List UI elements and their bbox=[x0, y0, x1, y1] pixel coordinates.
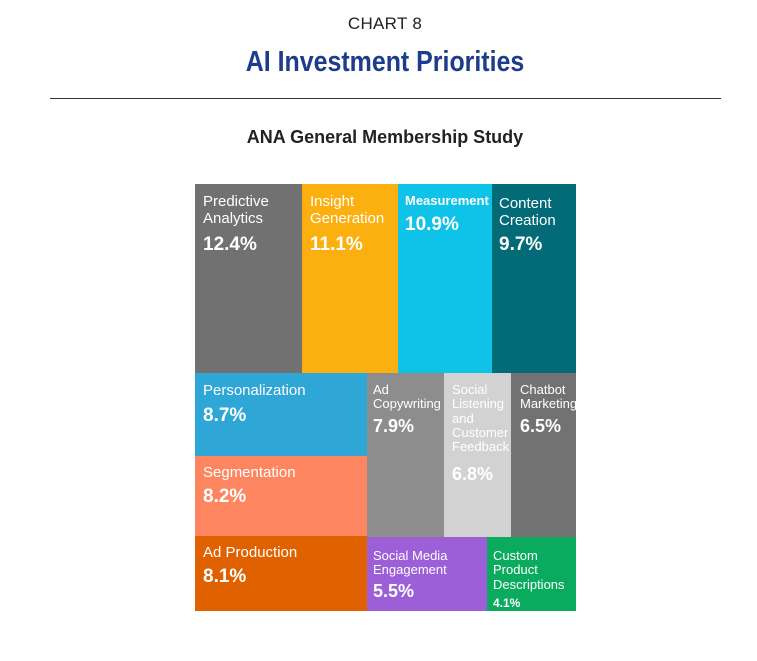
treemap-cell-value: 8.7% bbox=[203, 405, 247, 426]
treemap-cell-value: 6.5% bbox=[520, 416, 562, 436]
treemap-cell-label: Social Media Engagement bbox=[373, 548, 448, 578]
treemap-cell: Predictive Analytics 12.4% bbox=[195, 184, 302, 373]
treemap-cell: Ad Production 8.1% bbox=[195, 536, 367, 611]
treemap-cell-label: Ad Copywriting bbox=[373, 382, 441, 412]
treemap-cell: Ad Copywriting 7.9% bbox=[367, 373, 444, 537]
treemap-cell-value: 7.9% bbox=[373, 416, 415, 436]
treemap-cell-value: 11.1% bbox=[310, 234, 363, 255]
treemap-cell-label: Content Creation bbox=[499, 195, 556, 229]
treemap-cell-value: 10.9% bbox=[405, 214, 459, 235]
treemap-cell-label: Segmentation bbox=[203, 464, 296, 481]
chart-number: CHART 8 bbox=[347, 14, 423, 33]
treemap-cell-label: Personalization bbox=[203, 382, 306, 399]
treemap-cell-label: Ad Production bbox=[203, 544, 298, 561]
treemap-cell-value: 9.7% bbox=[499, 234, 543, 255]
chart-title: AI Investment Priorities bbox=[245, 46, 525, 78]
title-divider bbox=[50, 98, 721, 99]
treemap-cell: Social Media Engagement 5.5% bbox=[367, 537, 487, 611]
treemap-cell-value: 12.4% bbox=[203, 234, 257, 255]
treemap-cell-label: Insight Generation bbox=[310, 193, 385, 227]
treemap-cell: Measurement 10.9% bbox=[398, 184, 492, 373]
treemap-cell: Chatbot Marketing 6.5% bbox=[511, 373, 576, 537]
treemap-cell: Personalization 8.7% bbox=[195, 373, 367, 456]
treemap-cell-value: 5.5% bbox=[373, 581, 415, 601]
chart-subtitle: ANA General Membership Study bbox=[246, 127, 524, 147]
treemap-cell-value: 4.1% bbox=[493, 596, 521, 610]
treemap-cell-value: 6.8% bbox=[452, 464, 494, 484]
treemap-cell: Content Creation 9.7% bbox=[492, 184, 576, 373]
treemap-cell: Segmentation 8.2% bbox=[195, 456, 367, 536]
treemap-cell-label: Measurement bbox=[405, 193, 489, 208]
treemap-cell: Custom Product Descriptions 4.1% bbox=[487, 537, 576, 611]
treemap-cell-label: Social Listening and Customer Feedback bbox=[452, 382, 510, 455]
treemap-cell-value: 8.1% bbox=[203, 566, 247, 587]
treemap-cell-label: Predictive Analytics bbox=[203, 193, 269, 227]
treemap-cell-label: Chatbot Marketing bbox=[520, 382, 576, 412]
treemap-cell-label: Custom Product Descriptions bbox=[493, 548, 565, 592]
treemap-cell: Insight Generation 11.1% bbox=[302, 184, 398, 373]
treemap-cell-value: 8.2% bbox=[203, 486, 247, 507]
treemap-cell: Social Listening and Customer Feedback 6.… bbox=[444, 373, 511, 537]
